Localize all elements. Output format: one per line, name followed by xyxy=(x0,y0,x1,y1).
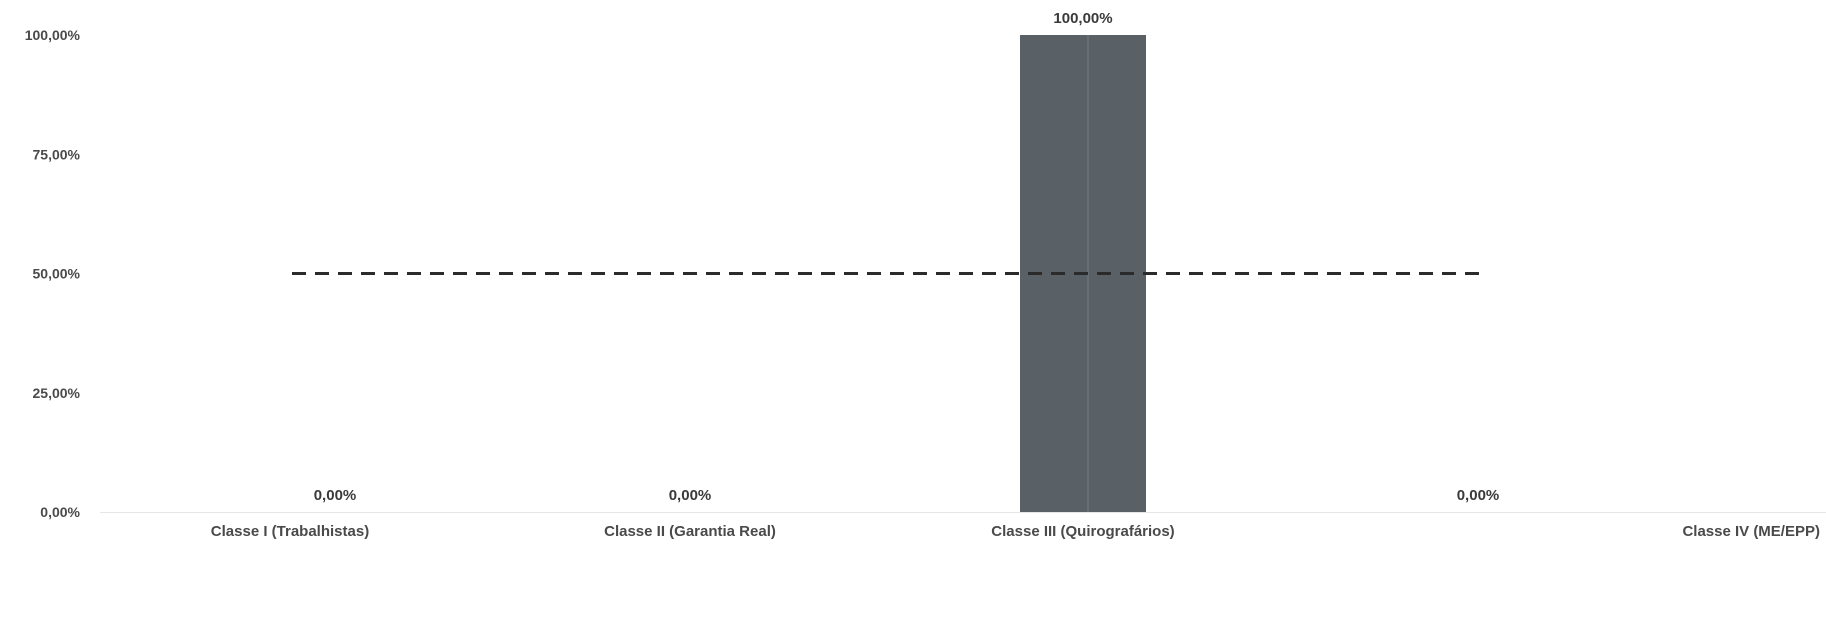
y-tick-label: 75,00% xyxy=(33,146,81,162)
category-label: Classe I (Trabalhistas) xyxy=(211,523,369,540)
category-label: Classe III (Quirografários) xyxy=(991,523,1174,540)
y-axis: 0,00% 25,00% 50,00% 75,00% 100,00% xyxy=(25,27,81,520)
data-label: 0,00% xyxy=(669,487,712,504)
y-tick-label: 50,00% xyxy=(33,266,81,282)
data-label: 0,00% xyxy=(1457,487,1500,504)
y-tick-label: 0,00% xyxy=(40,504,80,520)
x-axis: Classe I (Trabalhistas) Classe II (Garant… xyxy=(100,512,1826,540)
data-labels: 0,00% 0,00% 100,00% 0,00% xyxy=(314,10,1500,504)
category-label: Classe II (Garantia Real) xyxy=(604,523,776,540)
data-label: 0,00% xyxy=(314,487,357,504)
category-label: Classe IV (ME/EPP) xyxy=(1682,523,1820,540)
data-label: 100,00% xyxy=(1053,10,1112,27)
y-tick-label: 25,00% xyxy=(33,385,81,401)
y-tick-label: 100,00% xyxy=(25,27,81,43)
